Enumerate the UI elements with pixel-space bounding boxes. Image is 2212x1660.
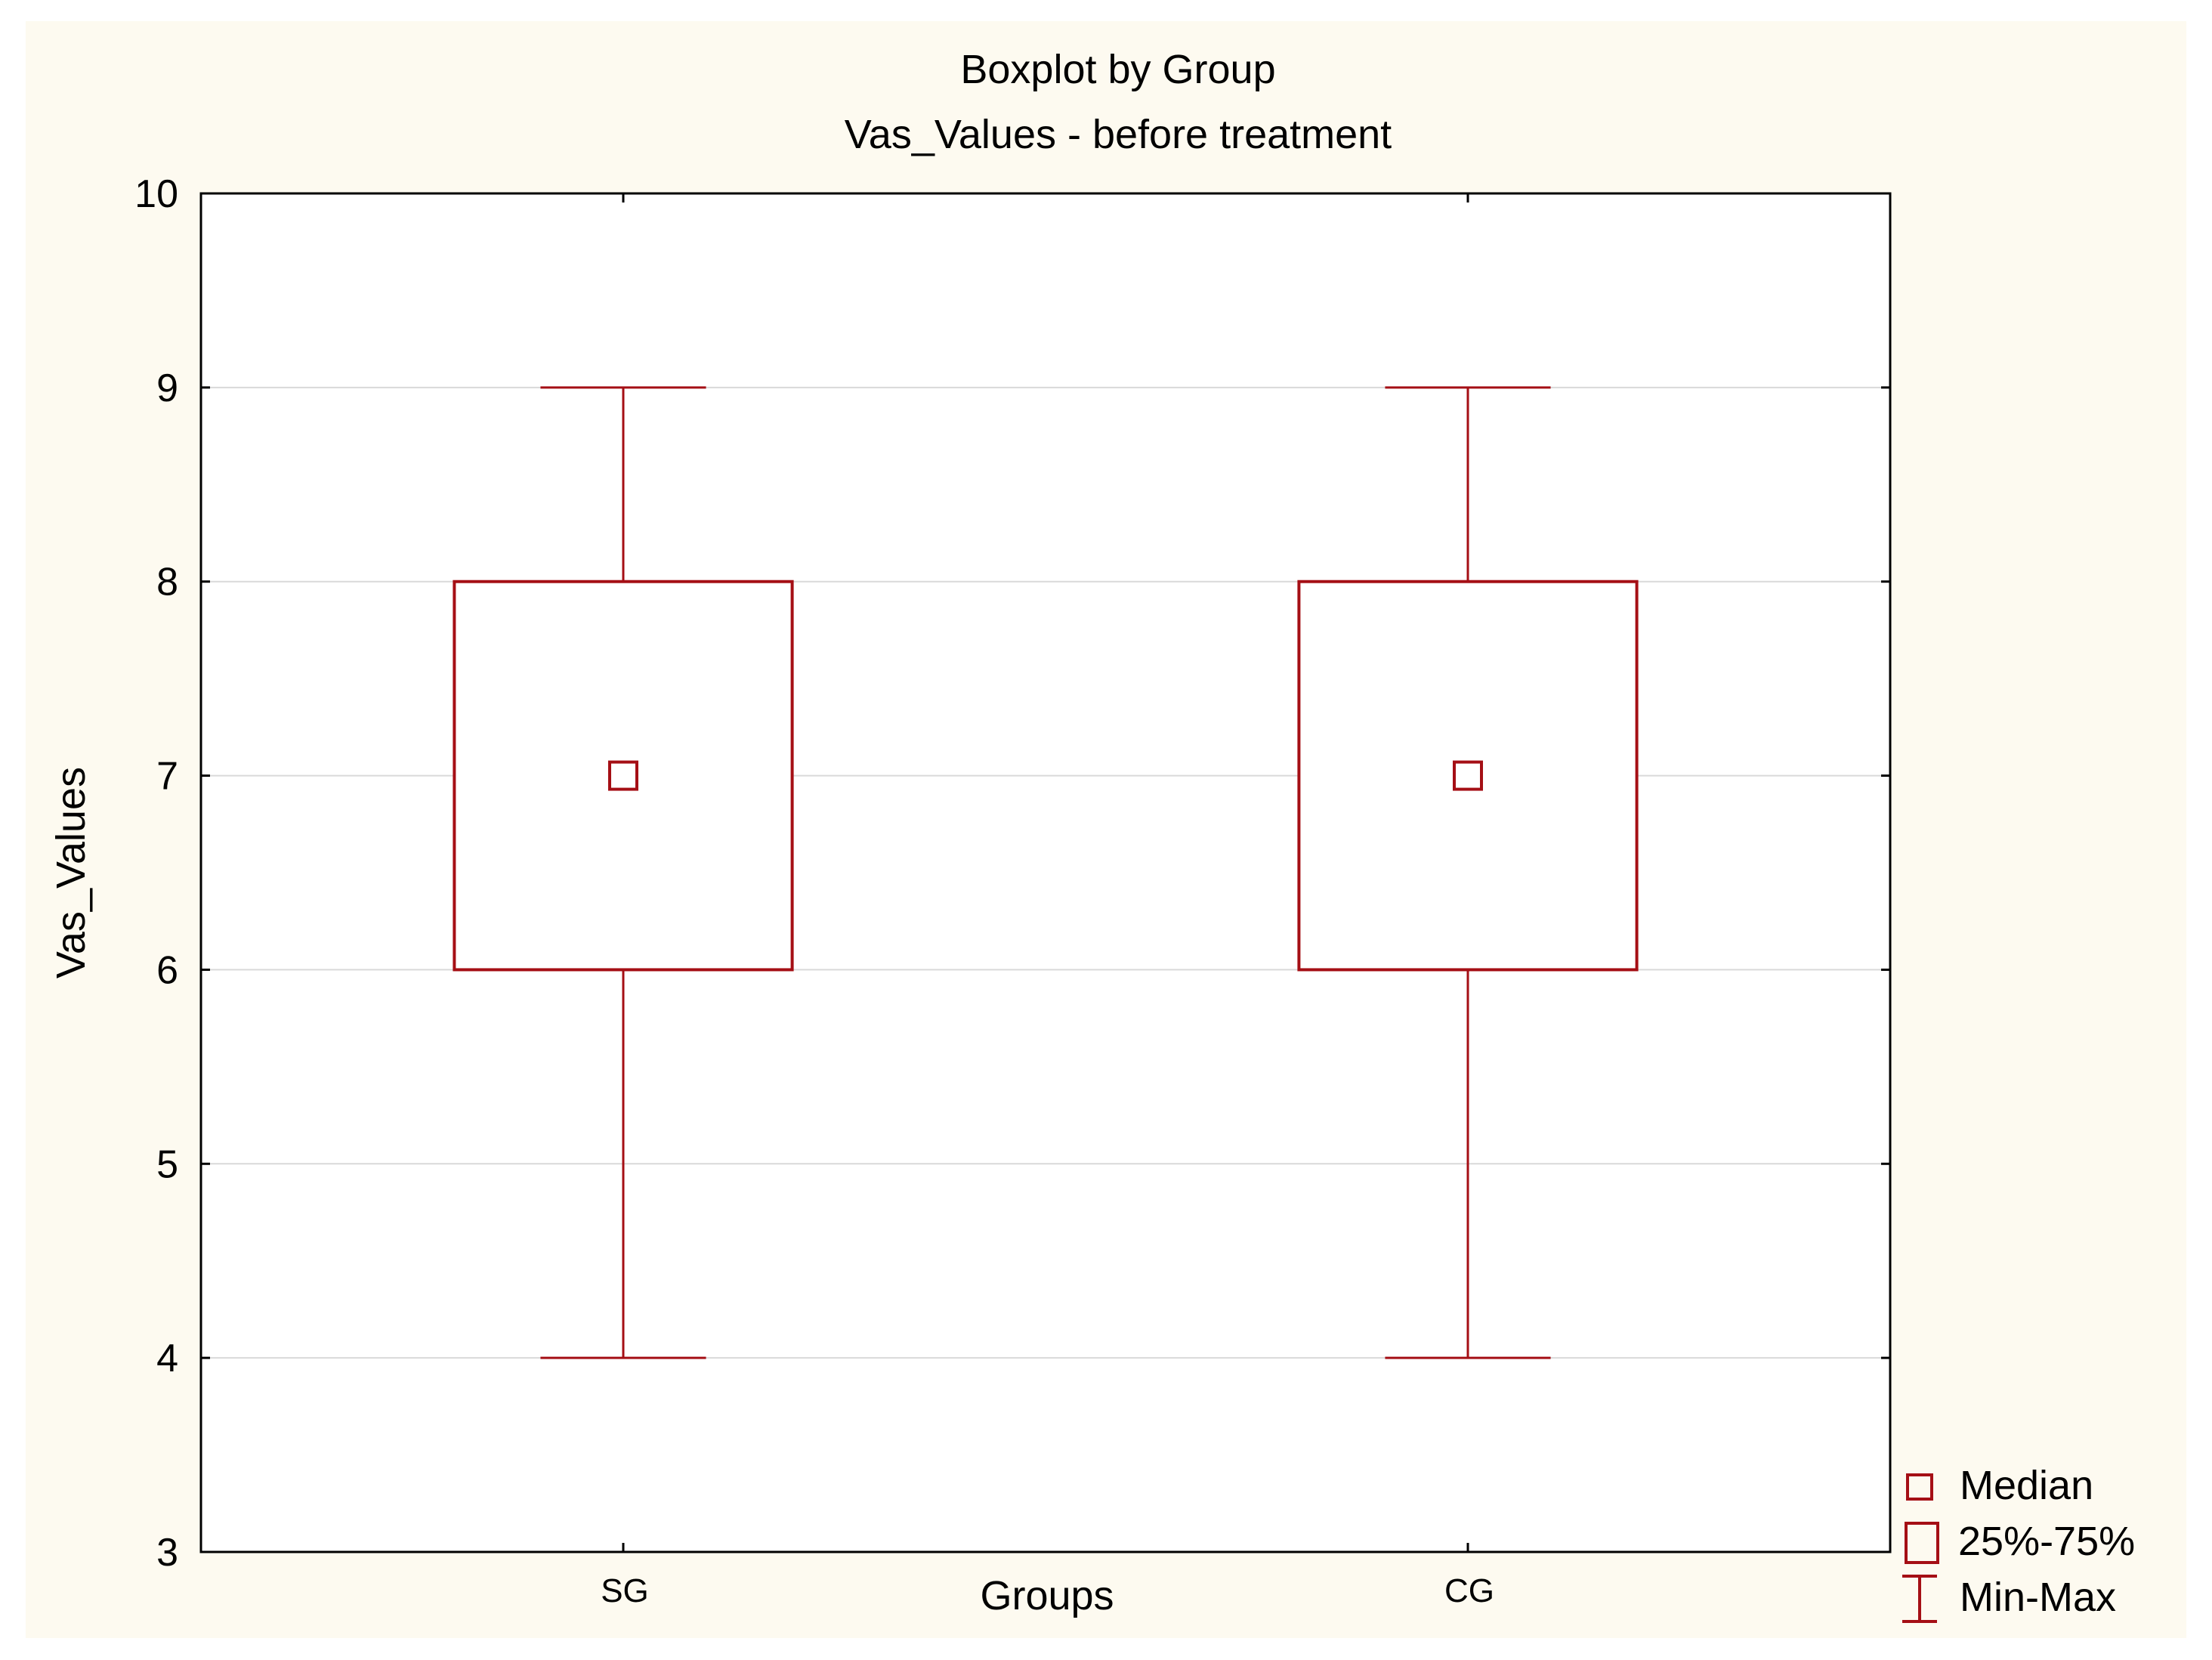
legend-quartile-icon — [1905, 1522, 1939, 1564]
y-tick-label: 8 — [156, 561, 178, 604]
legend-minmax-icon — [1902, 1575, 1937, 1623]
legend-median-icon — [1906, 1473, 1933, 1501]
boxes-layer — [453, 386, 1639, 1359]
median-marker — [1453, 760, 1483, 791]
x-tick-label: SG — [601, 1572, 649, 1609]
y-axis-label: Vas_Values — [48, 767, 94, 978]
box-sg — [453, 386, 794, 1359]
x-tick-label: CG — [1444, 1572, 1494, 1609]
y-tick-label: 5 — [156, 1142, 178, 1186]
chart-title: Boxplot by Group — [960, 47, 1275, 92]
y-tick-label: 6 — [156, 948, 178, 992]
y-tick-label: 7 — [156, 755, 178, 799]
chart-panel: Boxplot by Group Vas_Values - before tre… — [26, 21, 2186, 1638]
legend-median-label: Median — [1960, 1463, 2093, 1508]
legend: Median 25%-75% Min-Max — [1902, 1463, 2135, 1623]
plot-frame — [199, 192, 1892, 1553]
chart-subtitle: Vas_Values - before treatment — [845, 112, 1392, 157]
x-axis-ticks: SG CG — [601, 193, 1494, 1609]
legend-quartile-label: 25%-75% — [1958, 1519, 2135, 1564]
y-tick-label: 4 — [156, 1337, 178, 1380]
x-axis-label: Groups — [980, 1573, 1114, 1618]
box-cg — [1297, 386, 1639, 1359]
y-tick-label: 3 — [156, 1531, 178, 1575]
y-tick-label: 9 — [156, 366, 178, 410]
boxplot-chart: Boxplot by Group Vas_Values - before tre… — [48, 47, 2135, 1623]
median-marker — [608, 760, 638, 791]
legend-minmax-label: Min-Max — [1960, 1575, 2116, 1620]
y-tick-label: 10 — [134, 172, 178, 216]
y-axis-ticks: 3 4 5 6 7 8 9 10 — [134, 172, 1890, 1575]
